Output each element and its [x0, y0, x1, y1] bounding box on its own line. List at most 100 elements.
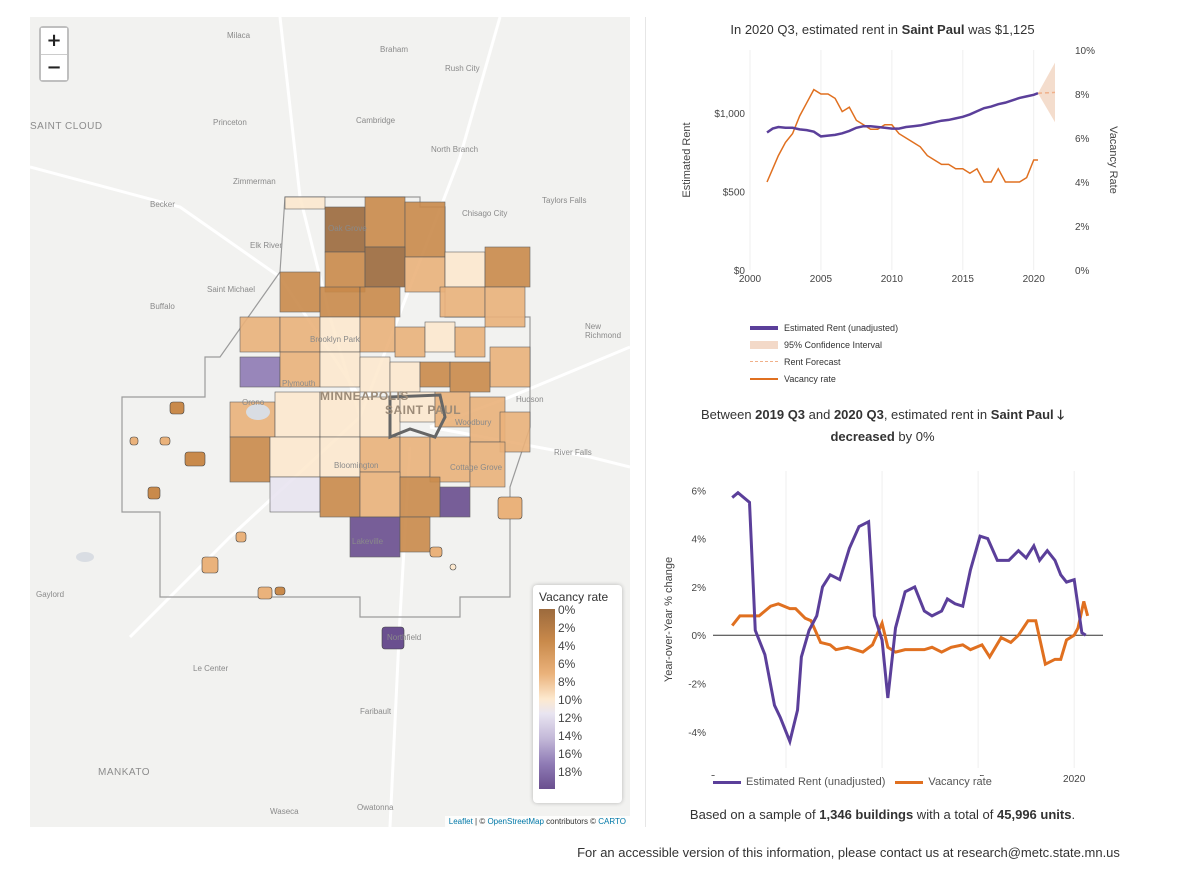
town-polygon — [184, 451, 206, 467]
zoom-control: + − — [39, 26, 69, 82]
down-arrow-icon: 🡓 — [1057, 407, 1065, 422]
place-label: New Richmond — [585, 322, 622, 340]
legend-tick: 16% — [558, 747, 583, 761]
panel-divider — [645, 17, 646, 827]
caption1-place: Saint Paul — [901, 22, 965, 37]
zoom-out-button[interactable]: − — [41, 54, 67, 80]
tract-polygon — [319, 286, 361, 318]
zoom-in-button[interactable]: + — [41, 28, 67, 54]
place-label: Northfield — [387, 633, 422, 642]
y-tick-label: $500 — [723, 187, 746, 198]
town-polygon — [159, 436, 171, 446]
y2-axis-label: Vacancy Rate — [1107, 126, 1119, 194]
place-label: SAINT PAUL — [385, 403, 462, 417]
tract-polygon — [364, 196, 406, 248]
place-label: Chisago City — [462, 209, 508, 218]
yoy-change-chart[interactable]: -4%-2%0%2%4%6%252020Year-over-Year % cha… — [655, 463, 1125, 793]
place-label: Princeton — [213, 118, 247, 127]
legend-item-forecast: Rent Forecast — [750, 353, 898, 370]
tract-polygon — [359, 471, 401, 518]
legend-tick: 2% — [558, 621, 576, 635]
y-tick-label: -4% — [688, 728, 706, 739]
legend-label: Vacancy rate — [784, 373, 836, 384]
legend-item-vacancy: Vacancy rate — [750, 370, 898, 387]
legend-title: Vacancy rate — [539, 590, 609, 604]
tract-polygon — [469, 441, 506, 488]
x-tick-label: 2015 — [952, 274, 975, 285]
chart2-caption: Between 2019 Q3 and 2020 Q3, estimated r… — [655, 404, 1110, 448]
tract-polygon — [449, 361, 491, 393]
place-label: Buffalo — [150, 302, 175, 311]
place-label: Hudson — [516, 395, 544, 404]
tract-polygon — [489, 346, 531, 388]
place-label: Becker — [150, 200, 175, 209]
y-tick-label: $1,000 — [714, 109, 745, 120]
caption2-amount: by 0% — [894, 429, 935, 444]
rent-vacancy-chart[interactable]: 2000 2005 2010 2015 2020 $0 $500 $1,000 0% 2% 4% 6%… — [660, 40, 1140, 340]
y2-tick-label: 6% — [1075, 134, 1090, 145]
place-label: North Branch — [431, 145, 479, 154]
tract-polygon — [279, 351, 321, 388]
town-polygon — [129, 436, 139, 446]
town-polygon — [235, 531, 247, 543]
place-label: Milaca — [227, 31, 251, 40]
place-label: Cottage Grove — [450, 463, 503, 472]
y2-tick-label: 4% — [1075, 178, 1090, 189]
forecast-line — [1037, 91, 1056, 94]
tract-polygon — [359, 396, 401, 438]
tract-polygon — [404, 201, 446, 258]
place-label: Oak Grove — [328, 224, 367, 233]
osm-link[interactable]: OpenStreetMap — [487, 817, 544, 826]
y-tick-label: 2% — [692, 583, 707, 594]
legend-tick: 12% — [558, 711, 583, 725]
tract-polygon — [239, 356, 281, 388]
place-label: MANKATO — [98, 767, 151, 778]
place-label: River Falls — [554, 448, 592, 457]
place-label: Elk River — [250, 241, 283, 250]
place-label: Gaylord — [36, 590, 65, 599]
legend-tick: 0% — [558, 603, 576, 617]
y2-tick-label: 2% — [1075, 222, 1090, 233]
legend-color-ramp — [539, 609, 555, 789]
vacancy-map[interactable]: + − Milaca Braham Rush City SAINT CLOUD … — [30, 17, 630, 827]
place-label: Braham — [380, 45, 409, 54]
town-polygon — [497, 496, 523, 520]
tract-polygon — [389, 361, 421, 393]
tract-polygon — [359, 316, 396, 353]
place-label: Lakeville — [352, 537, 384, 546]
legend-swatch — [750, 361, 778, 362]
legend-label: Estimated Rent (unadjusted) — [784, 322, 899, 333]
carto-link[interactable]: CARTO — [598, 817, 626, 826]
place-label: MINNEAPOLIS — [320, 389, 409, 403]
tract-polygon — [349, 516, 401, 558]
tract-polygon — [319, 316, 361, 353]
place-label: Saint Michael — [207, 285, 256, 294]
legend-tick: 4% — [558, 639, 576, 653]
vacancy-change-line — [731, 601, 1090, 667]
y-tick-label: 6% — [692, 486, 707, 497]
tract-polygon — [429, 436, 471, 483]
sample-note: Based on a sample of 1,346 buildings wit… — [655, 807, 1110, 822]
legend-label: Vacancy rate — [928, 776, 992, 788]
tract-polygon — [319, 476, 361, 518]
tract-polygon — [324, 206, 366, 253]
legend-item-ci: 95% Confidence Interval — [750, 336, 898, 353]
place-label: Plymouth — [282, 379, 316, 388]
leaflet-link[interactable]: Leaflet — [448, 817, 473, 826]
vacancy-line — [766, 88, 1038, 183]
legend-item-rent: Estimated Rent (unadjusted) — [750, 319, 898, 336]
tract-polygon — [274, 391, 321, 438]
attrib-mid: contributors © — [543, 817, 599, 826]
chart1-legend: Estimated Rent (unadjusted) 95% Confiden… — [750, 319, 898, 387]
place-label: Cambridge — [356, 116, 396, 125]
sample-buildings: 1,346 buildings — [819, 807, 914, 822]
town-polygon — [147, 486, 161, 500]
tract-polygon — [484, 286, 526, 328]
place-label: Owatonna — [357, 803, 394, 812]
accessibility-footer: For an accessible version of this inform… — [577, 845, 1120, 860]
tract-polygon — [484, 246, 531, 288]
y-tick-label: -2% — [688, 679, 706, 690]
map-canvas[interactable] — [30, 17, 630, 827]
place-label: Le Center — [193, 664, 229, 673]
legend-tick: 6% — [558, 657, 576, 671]
